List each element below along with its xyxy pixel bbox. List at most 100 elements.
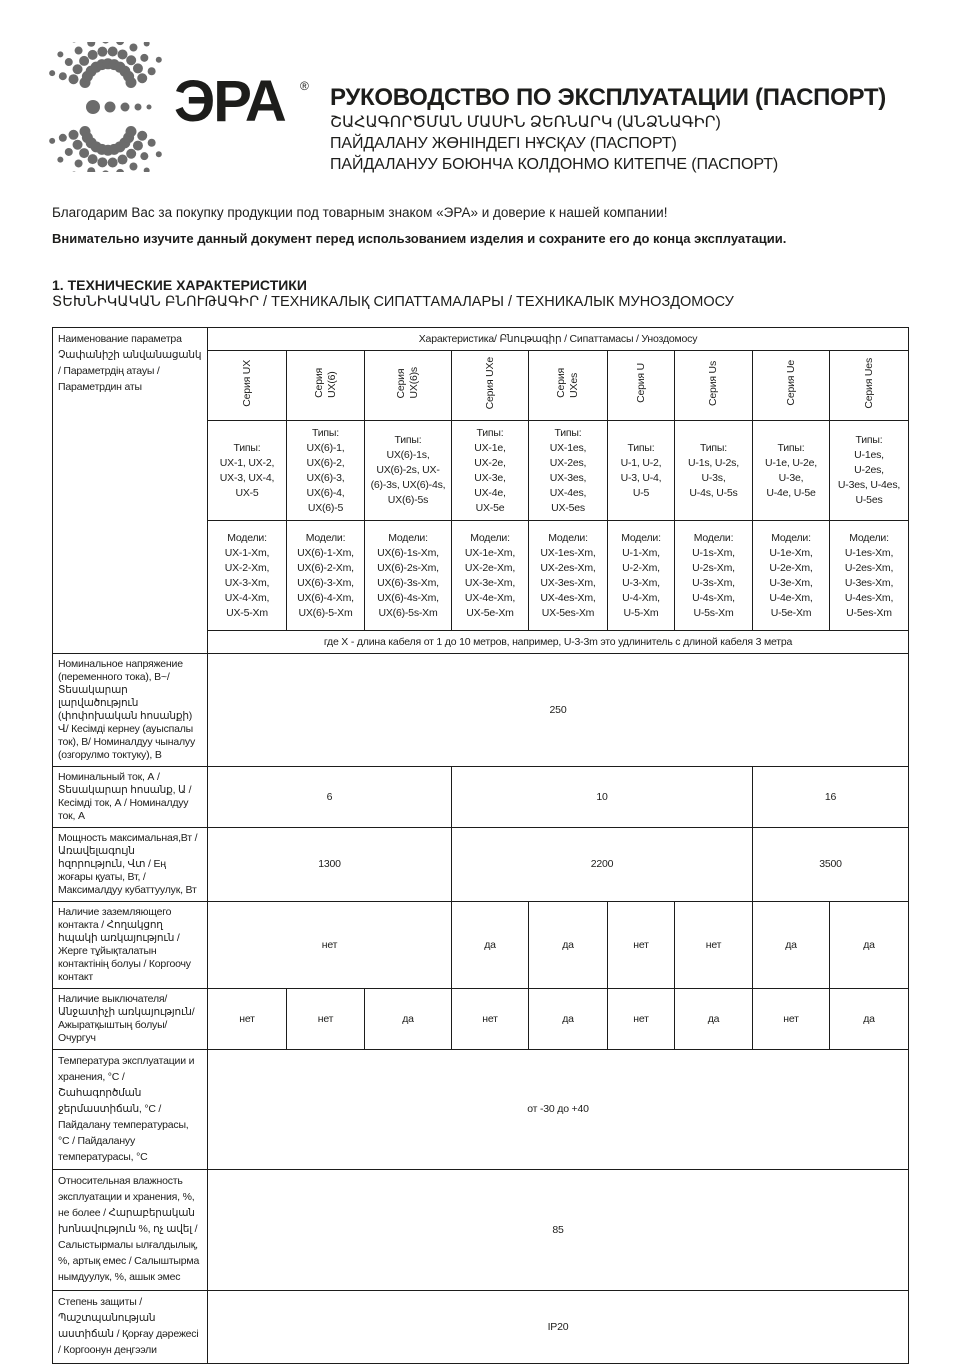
- document-titles: РУКОВОДСТВО ПО ЭКСПЛУАТАЦИИ (ПАСПОРТ) ՇԱ…: [330, 84, 886, 175]
- thanks-text: Благодарим Вас за покупку продукции под …: [52, 205, 667, 220]
- logo-dot: [135, 104, 142, 111]
- logo-dot: [97, 47, 107, 57]
- current-label: Номинальный ток, А / Տեսակարար հոսանք, Ա…: [53, 767, 208, 828]
- models-cell: Модели: U-1s-Xm, U-2s-Xm, U-3s-Xm, U-4s-…: [675, 521, 753, 631]
- section-subtitle: ՏԵԽՆԻԿԱԿԱՆ ԲՆՈՒԹԱԳԻՐ / ТЕХНИКАЛЫҚ СИПАТТ…: [52, 294, 734, 310]
- models-cell: Модели: UX(6)-1s-Xm, UX(6)-2s-Xm, UX(6)-…: [365, 521, 452, 631]
- power-value: 1300: [208, 828, 452, 902]
- logo-dot: [144, 42, 150, 47]
- logo-dot: [108, 157, 118, 167]
- logo-dot: [75, 47, 83, 55]
- logo-dot: [87, 167, 95, 172]
- section-title: 1. ТЕХНИЧЕСКИЕ ХАРАКТЕРИСТИКИ: [52, 277, 307, 293]
- char-header: Характеристика/ Բնութագիր / Сипаттамасы …: [208, 328, 909, 351]
- switch-value: нет: [608, 989, 675, 1050]
- models-cell: Модели: UX-1-Xm, UX-2-Xm, UX-3-Xm, UX-4-…: [208, 521, 287, 631]
- logo-dot: [102, 42, 110, 44]
- logo-dot: [147, 105, 152, 110]
- voltage-value: 250: [208, 654, 909, 767]
- grounding-label: Наличие заземляющего контакта / Հողակցող…: [53, 902, 208, 989]
- logo-dot: [73, 140, 83, 150]
- logo-dot: [105, 102, 116, 113]
- logo-dot: [75, 159, 83, 167]
- switch-value: нет: [753, 989, 830, 1050]
- protection-value: IP20: [208, 1291, 909, 1364]
- series-header-text: Серия UX(6)s: [395, 367, 421, 398]
- switch-value: да: [675, 989, 753, 1050]
- era-logo-text: ЭРА: [174, 73, 285, 131]
- temperature-value: от -30 до +40: [208, 1050, 909, 1170]
- logo-dot: [79, 148, 89, 158]
- series-header: Серия UX(6)s: [365, 351, 452, 421]
- types-cell: Типы: U-1, U-2, U-3, U-4, U-5: [608, 421, 675, 521]
- logo-dot: [118, 155, 128, 165]
- logo-dot: [140, 54, 148, 62]
- series-header: Серия Us: [675, 351, 753, 421]
- logo-dot: [57, 51, 63, 57]
- grounding-value: да: [753, 902, 830, 989]
- models-cell: Модели: UX-1es-Xm, UX-2es-Xm, UX-3es-Xm,…: [529, 521, 608, 631]
- warning-text: Внимательно изучите данный документ пере…: [52, 231, 786, 246]
- switch-value: да: [529, 989, 608, 1050]
- param-header: Наименование параметра Չափանիշի անվանացա…: [53, 328, 208, 654]
- types-cell: Типы: UX-1e, UX-2e, UX-3e, UX-4e, UX-5e: [452, 421, 529, 521]
- series-header: Серия Ues: [830, 351, 909, 421]
- types-cell: Типы: UX-1es, UX-2es, UX-3es, UX-4es, UX…: [529, 421, 608, 521]
- models-cell: Модели: U-1-Xm, U-2-Xm, U-3-Xm, U-4-Xm, …: [608, 521, 675, 631]
- humidity-value: 85: [208, 1170, 909, 1291]
- logo-dot: [108, 47, 118, 57]
- series-header-text: Серия UXe: [484, 357, 497, 409]
- series-header-text: Серия Us: [707, 361, 720, 406]
- logo-dot: [148, 139, 156, 147]
- logo-dot: [126, 149, 136, 159]
- voltage-label: Номинальное напряжение (переменного тока…: [53, 654, 208, 767]
- power-value: 3500: [753, 828, 909, 902]
- series-header: Серия UXes: [529, 351, 608, 421]
- logo-dot: [129, 43, 137, 51]
- grounding-value: да: [529, 902, 608, 989]
- logo-dot: [59, 134, 67, 142]
- temperature-label: Температура эксплуатации и хранения, °C …: [53, 1050, 208, 1170]
- series-header-text: Серия UX(6): [313, 368, 339, 398]
- registered-mark: ®: [300, 80, 309, 92]
- models-cell: Модели: UX-1e-Xm, UX-2e-Xm, UX-3e-Xm, UX…: [452, 521, 529, 631]
- switch-value: нет: [208, 989, 287, 1050]
- current-value: 16: [753, 767, 909, 828]
- series-header: Серия UX: [208, 351, 287, 421]
- logo-dot: [137, 73, 147, 83]
- power-label: Мощность максимальная,Вт / Առավելագույն …: [53, 828, 208, 902]
- logo-dot: [116, 169, 124, 172]
- current-value: 10: [452, 767, 753, 828]
- series-header-text: Серия U: [635, 363, 648, 403]
- logo-dot: [156, 151, 162, 157]
- switch-value: да: [830, 989, 909, 1050]
- page-title: РУКОВОДСТВО ПО ЭКСПЛУАТАЦИИ (ПАСПОРТ): [330, 84, 886, 112]
- logo-dot: [144, 167, 150, 172]
- types-cell: Типы: U-1s, U-2s, U-3s, U-4s, U-5s: [675, 421, 753, 521]
- series-header-text: Серия UXes: [555, 368, 581, 398]
- logo-dot: [156, 57, 162, 63]
- logo-dot: [125, 126, 136, 137]
- logo-dot: [73, 64, 83, 74]
- logo-dot: [129, 163, 137, 171]
- types-cell: Типы: U-1es, U-2es, U-3es, U-4es, U-5es: [830, 421, 909, 521]
- logo-dot: [49, 70, 55, 76]
- logo-dot: [57, 157, 63, 163]
- cable-note: где X - длина кабеля от 1 до 10 метров, …: [208, 631, 909, 654]
- logo-dot: [148, 67, 156, 75]
- grounding-value: нет: [675, 902, 753, 989]
- subtitle-kazakh: ПАЙДАЛАНУ ЖӨНІНДЕГІ НҰСҚАУ (ПАСПОРТ): [330, 133, 886, 154]
- switch-value: нет: [452, 989, 529, 1050]
- humidity-label: Относительная влажность эксплуатации и х…: [53, 1170, 208, 1291]
- logo-dot: [116, 42, 124, 45]
- switch-label: Наличие выключателя/ Անջատիչի առկայությո…: [53, 989, 208, 1050]
- models-cell: Модели: U-1es-Xm, U-2es-Xm, U-3es-Xm, U-…: [830, 521, 909, 631]
- logo-dot: [125, 77, 136, 88]
- logo-dot: [49, 138, 55, 144]
- logo-dot: [102, 170, 110, 172]
- era-logo-dots: [48, 42, 173, 172]
- series-header: Серия UX(6): [287, 351, 365, 421]
- series-header: Серия UXe: [452, 351, 529, 421]
- subtitle-armenian: ՇԱՀԱԳՈՐԾՄԱՆ ՄԱՍԻՆ ՁԵՌՆԱՐԿ (ԱՆՁՆԱԳԻՐ): [330, 112, 886, 133]
- logo-dot: [137, 131, 147, 141]
